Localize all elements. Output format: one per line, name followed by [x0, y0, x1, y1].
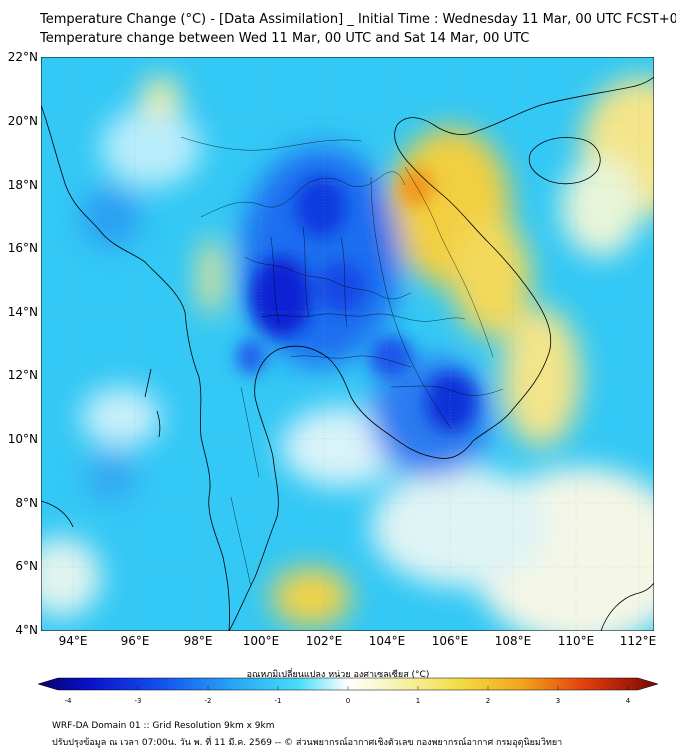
colorbar-tick-neg2: -2	[204, 697, 212, 705]
temperature-change-map	[41, 57, 654, 631]
lon-label-110: 110°E	[557, 634, 595, 648]
map-subtitle: Temperature change between Wed 11 Mar, 0…	[40, 31, 530, 46]
colorbar-tick-neg4: -4	[64, 697, 72, 705]
lat-label-18: 18°N	[7, 178, 38, 192]
colorbar	[38, 677, 658, 691]
colorbar-tick-0: 0	[345, 697, 351, 705]
lat-label-6: 6°N	[15, 559, 38, 573]
colorbar-tick-neg3: -3	[134, 697, 142, 705]
lon-label-94: 94°E	[58, 634, 88, 648]
lat-label-22: 22°N	[7, 50, 38, 64]
lat-label-8: 8°N	[15, 496, 38, 510]
lat-label-14: 14°N	[7, 305, 38, 319]
lon-label-106: 106°E	[431, 634, 469, 648]
admin-borders	[180, 136, 504, 588]
colorbar-tick-1: 1	[415, 697, 421, 705]
footer-model-info: WRF-DA Domain 01 :: Grid Resolution 9km …	[52, 721, 275, 731]
map-title: Temperature Change (°C) - [Data Assimila…	[40, 12, 676, 27]
footer-update-credit: ปรับปรุงข้อมูล ณ เวลา 07:00น. วัน พ. ที่…	[52, 738, 563, 748]
lon-label-96: 96°E	[120, 634, 150, 648]
lat-label-4: 4°N	[15, 623, 38, 637]
colorbar-tick-3: 3	[555, 697, 561, 705]
colorbar-tick-2: 2	[485, 697, 491, 705]
lat-label-12: 12°N	[7, 368, 38, 382]
colorbar-title: อุณหภูมิเปลี่ยนแปลง หน่วย องศาเซลเซียส (…	[246, 670, 430, 680]
lon-label-102: 102°E	[305, 634, 343, 648]
colorbar-tick-neg1: -1	[274, 697, 282, 705]
lon-label-98: 98°E	[183, 634, 213, 648]
lat-label-20: 20°N	[7, 114, 38, 128]
lat-label-16: 16°N	[7, 241, 38, 255]
lon-label-108: 108°E	[494, 634, 532, 648]
colorbar-tick-4: 4	[625, 697, 631, 705]
coastlines	[41, 76, 654, 631]
lon-label-112: 112°E	[619, 634, 657, 648]
lon-label-100: 100°E	[242, 634, 280, 648]
lat-label-10: 10°N	[7, 432, 38, 446]
graticule	[41, 57, 654, 631]
lon-label-104: 104°E	[368, 634, 406, 648]
